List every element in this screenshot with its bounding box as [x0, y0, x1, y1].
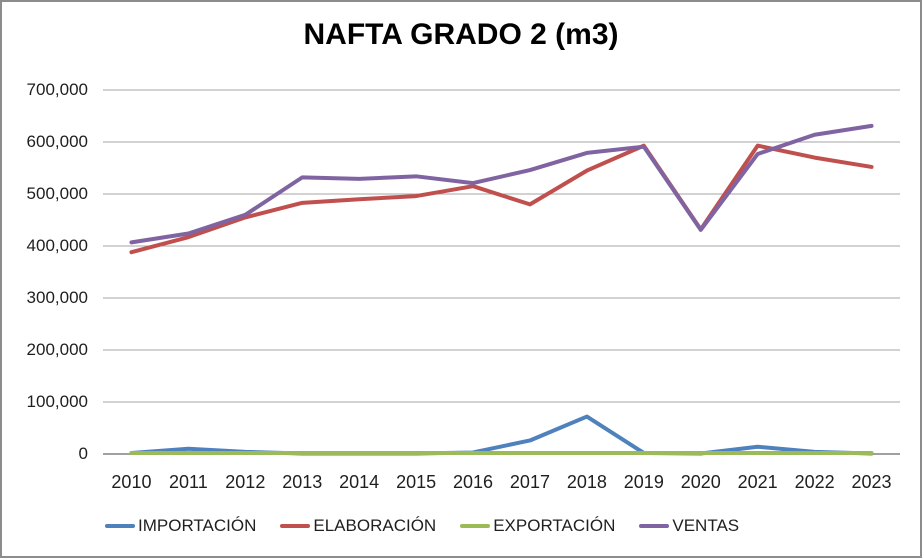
x-axis-tick-label: 2016 [453, 472, 494, 492]
y-axis-tick-label: 500,000 [26, 184, 88, 203]
x-axis-tick-label: 2018 [566, 472, 607, 492]
legend-line-icon [639, 524, 670, 528]
legend: IMPORTACIÓN ELABORACIÓN EXPORTACIÓN VENTAS [105, 514, 739, 538]
legend-item-exportación: EXPORTACIÓN [460, 516, 615, 536]
x-axis-tick-label: 2017 [509, 472, 550, 492]
y-axis-tick-label: 400,000 [26, 236, 88, 255]
chart-title: NAFTA GRADO 2 (m3) [303, 18, 619, 51]
x-axis-tick-label: 2014 [339, 472, 380, 492]
x-axis-tick-label: 2020 [680, 472, 721, 492]
legend-item-elaboración: ELABORACIÓN [280, 516, 436, 536]
legend-item-importación: IMPORTACIÓN [105, 516, 256, 536]
y-axis-tick-label: 200,000 [26, 340, 88, 359]
x-axis-tick-label: 2019 [623, 472, 664, 492]
legend-line-icon [280, 524, 311, 528]
x-axis-tick-label: 2015 [396, 472, 437, 492]
x-axis-tick-label: 2012 [225, 472, 266, 492]
y-axis-tick-label: 100,000 [26, 392, 88, 411]
legend-line-icon [460, 524, 491, 528]
series-line-importación [129, 414, 874, 456]
legend-label: ELABORACIÓN [313, 516, 437, 535]
x-axis-tick-label: 2010 [111, 472, 152, 492]
legend-label: VENTAS [672, 516, 740, 535]
x-axis-tick-label: 2013 [282, 472, 323, 492]
series-line-ventas [129, 123, 874, 245]
legend-label: EXPORTACIÓN [493, 516, 616, 535]
x-axis-tick-label: 2023 [851, 472, 892, 492]
x-axis-tick-label: 2021 [737, 472, 778, 492]
series-line-elaboración [129, 143, 874, 255]
y-axis-tick-label: 0 [78, 444, 88, 463]
legend-label: IMPORTACIÓN [138, 516, 257, 535]
x-axis-tick-label: 2022 [794, 472, 835, 492]
legend-item-ventas: VENTAS [639, 516, 739, 536]
y-axis-tick-label: 300,000 [26, 288, 88, 307]
x-axis-tick-label: 2011 [169, 472, 208, 492]
y-axis-tick-label: 600,000 [26, 132, 88, 151]
y-axis-tick-label: 700,000 [26, 80, 88, 99]
legend-line-icon [105, 524, 135, 528]
